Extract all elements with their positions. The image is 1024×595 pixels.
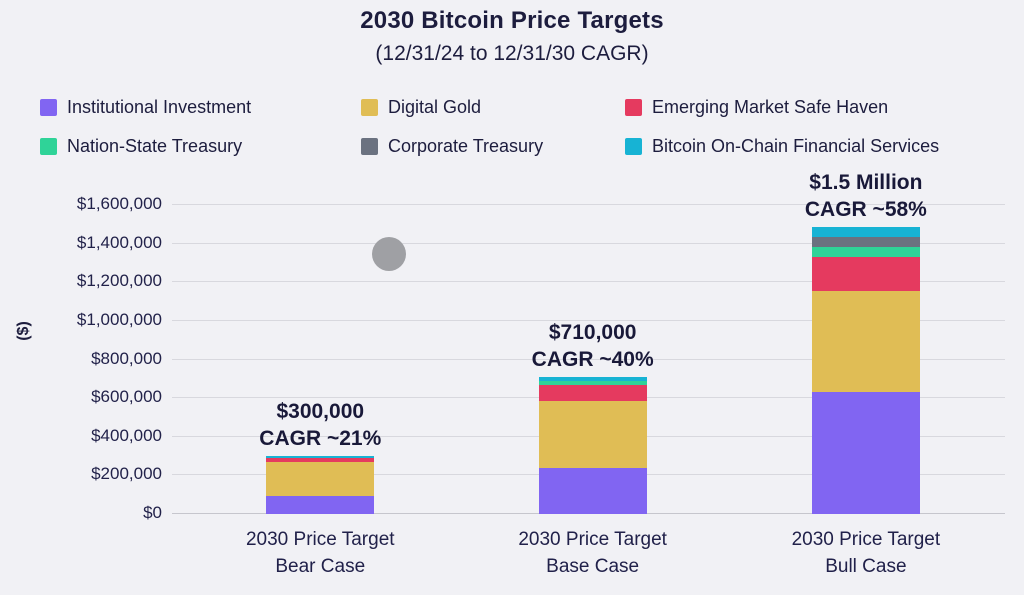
x-category-label: 2030 Price Target Bull Case bbox=[726, 526, 1006, 580]
annotation-cagr: CAGR ~40% bbox=[531, 347, 654, 371]
legend-swatch-icon bbox=[361, 137, 378, 155]
y-tick-label: $1,600,000 bbox=[76, 194, 162, 213]
legend-label: Institutional Investment bbox=[67, 96, 252, 117]
annotation-price: $300,000 bbox=[276, 400, 365, 424]
bar-annotation: $710,000 CAGR ~40% bbox=[453, 319, 733, 373]
y-tick-label: $1,000,000 bbox=[76, 309, 162, 329]
bar-segment bbox=[266, 495, 375, 514]
x-category-label-line1: 2030 Price Target bbox=[518, 529, 667, 550]
y-tick-label: $600,000 bbox=[91, 387, 162, 407]
y-tick-label: $800,000 bbox=[91, 348, 162, 368]
legend-item: Emerging Market Safe Haven bbox=[625, 96, 888, 118]
legend-label: Digital Gold bbox=[388, 96, 482, 117]
legend-item: Corporate Treasury bbox=[361, 135, 543, 157]
legend-item: Nation-State Treasury bbox=[40, 135, 242, 157]
annotation-price: $710,000 bbox=[548, 320, 637, 344]
bar-annotation: $1.5 Million CAGR ~58% bbox=[726, 169, 1006, 223]
legend-item: Bitcoin On-Chain Financial Services bbox=[625, 135, 939, 157]
bar-segment bbox=[266, 456, 375, 458]
legend-item: Institutional Investment bbox=[40, 96, 251, 118]
stacked-bar bbox=[538, 376, 647, 514]
legend-swatch-icon bbox=[625, 98, 642, 116]
x-category-label-line2: Bull Case bbox=[825, 556, 907, 577]
x-category-label: 2030 Price Target Bear Case bbox=[180, 526, 460, 580]
legend-swatch-icon bbox=[625, 137, 642, 155]
x-category-label-line2: Bear Case bbox=[275, 556, 366, 577]
y-tick-label: $1,200,000 bbox=[76, 271, 162, 291]
bar-segment bbox=[538, 380, 647, 385]
bar-segment bbox=[538, 376, 647, 381]
y-tick-label: $0 bbox=[143, 503, 162, 522]
stacked-bar bbox=[811, 227, 920, 514]
bar-annotation: $300,000 CAGR ~21% bbox=[180, 398, 460, 452]
bar-segment bbox=[811, 246, 920, 258]
gridline bbox=[172, 319, 1005, 321]
cursor-dot bbox=[372, 237, 406, 271]
gridline bbox=[172, 281, 1005, 283]
legend-swatch-icon bbox=[40, 98, 57, 116]
x-category-label-line2: Base Case bbox=[546, 556, 640, 577]
legend-label: Bitcoin On-Chain Financial Services bbox=[652, 135, 940, 156]
bar-segment bbox=[538, 401, 647, 468]
gridline bbox=[172, 204, 1005, 205]
bar-segment bbox=[811, 257, 920, 291]
x-category-label: 2030 Price Target Base Case bbox=[453, 526, 733, 580]
legend-swatch-icon bbox=[361, 98, 378, 116]
gridline bbox=[172, 358, 1005, 360]
x-category-label-line1: 2030 Price Target bbox=[791, 529, 941, 550]
y-tick-label: $200,000 bbox=[91, 464, 162, 484]
bar-segment bbox=[811, 290, 920, 393]
bar-segment bbox=[538, 467, 647, 514]
bar-segment bbox=[266, 461, 375, 496]
chart-title: 2030 Bitcoin Price Targets bbox=[360, 7, 664, 34]
chart-subtitle: (12/31/24 to 12/31/30 CAGR) bbox=[375, 42, 649, 65]
annotation-cagr: CAGR ~58% bbox=[804, 198, 927, 222]
annotation-cagr: CAGR ~21% bbox=[259, 427, 382, 451]
bar-segment bbox=[811, 392, 920, 514]
y-tick-label: $1,400,000 bbox=[76, 232, 162, 252]
legend-label: Emerging Market Safe Haven bbox=[652, 96, 889, 117]
bar-segment bbox=[266, 458, 375, 462]
legend-swatch-icon bbox=[40, 137, 57, 155]
legend-item: Digital Gold bbox=[361, 96, 481, 118]
bar-segment bbox=[538, 384, 647, 402]
x-category-label-line1: 2030 Price Target bbox=[245, 529, 395, 550]
bar-segment bbox=[811, 227, 920, 237]
bar-segment bbox=[811, 236, 920, 247]
legend-label: Nation-State Treasury bbox=[67, 135, 243, 156]
y-tick-label: $400,000 bbox=[91, 425, 162, 445]
plot-area: $0 $200,000 $400,000 $600,000 $800,000 $1,000… bbox=[77, 171, 1005, 522]
legend-label: Corporate Treasury bbox=[388, 135, 544, 156]
stacked-bar bbox=[266, 456, 375, 514]
gridline bbox=[172, 242, 1005, 244]
annotation-price: $1.5 Million bbox=[809, 171, 923, 195]
